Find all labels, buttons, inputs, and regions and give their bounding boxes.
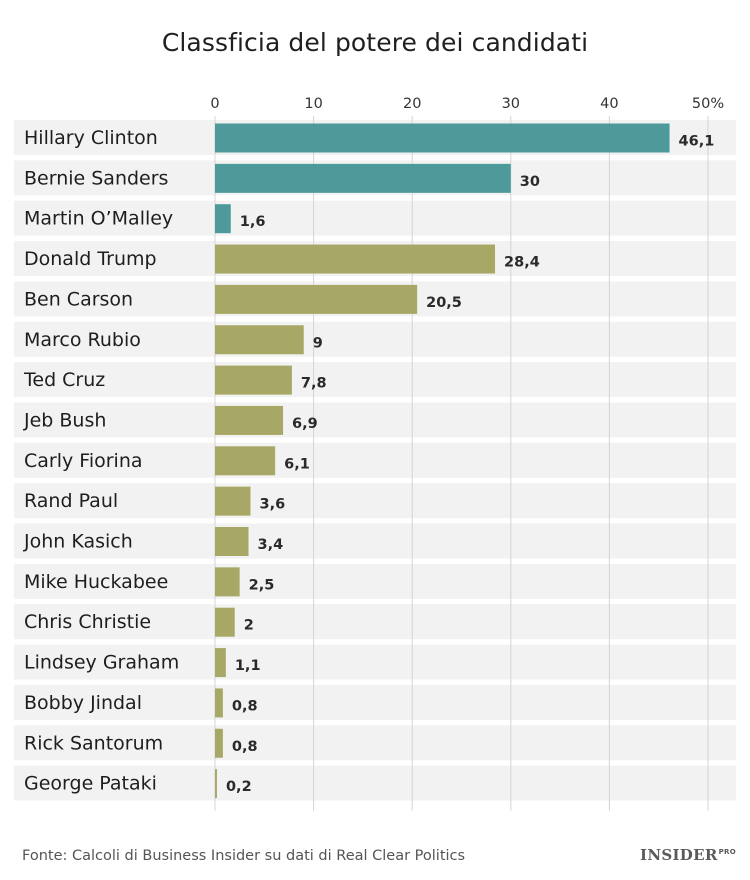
row-background [14,362,736,398]
category-label: Ben Carson [24,288,133,310]
logo-text: INSIDER [640,846,718,864]
x-tick-label: 50% [692,96,724,112]
row-background [14,644,736,680]
bar-bernie-sanders [215,163,511,193]
bar-jeb-bush [215,405,284,435]
value-label: 46,1 [679,134,715,150]
value-label: 0,8 [232,739,258,755]
category-label: Donald Trump [24,248,157,270]
value-label: 20,5 [426,295,462,311]
value-label: 28,4 [504,255,540,271]
bar-mike-huckabee [215,567,240,597]
category-label: Lindsey Graham [24,652,179,674]
bar-bobby-jindal [215,688,223,718]
bar-rand-paul [215,486,251,516]
row-background [14,604,736,640]
row-background [14,765,736,801]
category-label: John Kasich [23,531,133,553]
bar-marco-rubio [215,325,304,355]
category-label: Ted Cruz [23,369,105,391]
category-label: Mike Huckabee [24,571,168,593]
category-label: Rick Santorum [24,732,163,754]
bar-george-pataki [215,769,217,799]
x-tick-label: 30 [502,96,520,112]
value-label: 3,4 [258,537,284,553]
value-label: 6,1 [284,456,310,472]
bar-donald-trump [215,244,496,274]
bar-ben-carson [215,284,418,314]
row-background [14,483,736,519]
bar-hillary-clinton [215,123,670,153]
value-label: 30 [520,174,540,190]
x-tick-label: 40 [600,96,618,112]
logo-suffix: PRO [718,848,736,856]
x-tick-label: 0 [210,96,219,112]
row-background [14,200,736,236]
value-label: 2 [244,618,254,634]
value-label: 6,9 [292,416,318,432]
category-label: Martin O’Malley [24,208,173,230]
category-label: George Pataki [24,773,157,795]
category-label: Carly Fiorina [24,450,143,472]
bar-chris-christie [215,607,235,637]
row-background [14,442,736,478]
category-label: Rand Paul [24,490,118,512]
value-label: 9 [313,335,323,351]
bar-rick-santorum [215,728,223,758]
row-background [14,321,736,357]
bar-martin-o-malley [215,204,231,234]
category-label: Chris Christie [24,611,151,633]
row-background [14,523,736,559]
value-label: 1,1 [235,658,261,674]
row-background [14,402,736,438]
bar-lindsey-graham [215,648,226,678]
row-background [14,725,736,761]
value-label: 7,8 [301,376,327,392]
row-background [14,563,736,599]
bar-john-kasich [215,527,249,556]
value-label: 3,6 [259,497,285,513]
chart-title: Classficia del potere dei candidati [161,28,589,57]
value-label: 1,6 [240,214,266,230]
x-tick-label: 20 [403,96,421,112]
value-label: 0,8 [232,698,258,714]
insider-pro-logo: INSIDERPRO [640,846,736,864]
value-label: 2,5 [249,577,275,593]
source-note: Fonte: Calcoli di Business Insider su da… [22,848,466,864]
category-label: Bobby Jindal [24,692,142,714]
category-label: Bernie Sanders [24,167,168,189]
category-label: Marco Rubio [24,329,141,351]
x-tick-label: 10 [304,96,322,112]
value-label: 0,2 [226,779,252,795]
category-label: Hillary Clinton [24,127,158,149]
category-label: Jeb Bush [23,409,106,431]
bar-carly-fiorina [215,446,276,476]
bar-ted-cruz [215,365,292,395]
row-background [14,684,736,720]
